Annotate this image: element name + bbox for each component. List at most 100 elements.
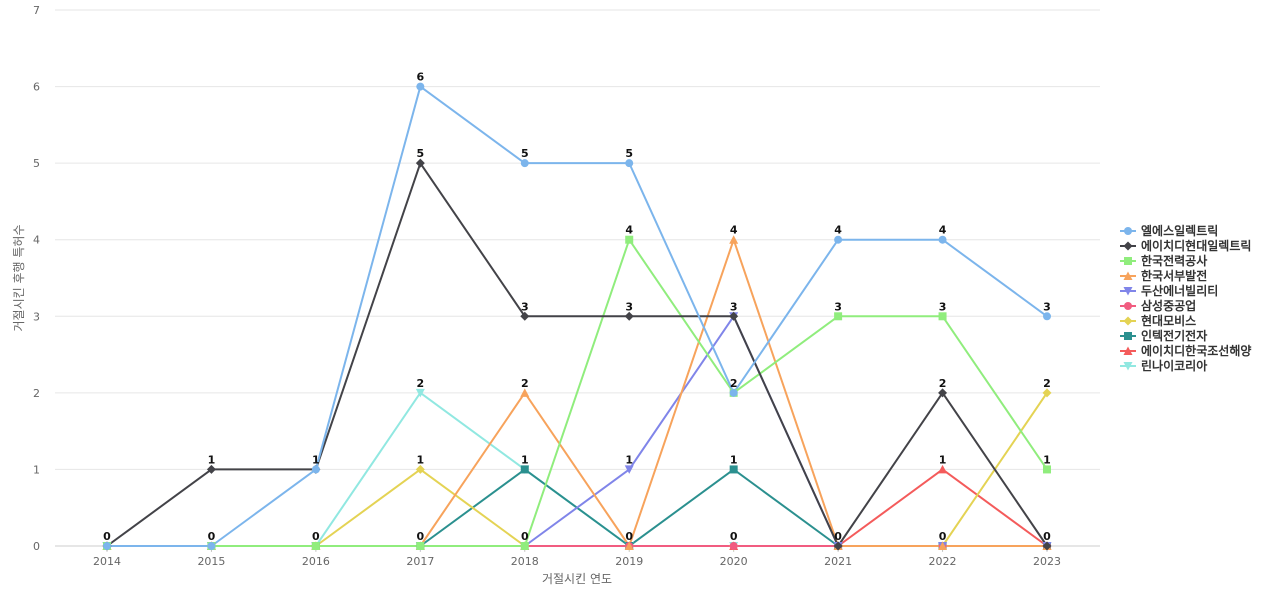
legend-marker <box>1124 302 1132 310</box>
data-label: 0 <box>730 530 738 543</box>
legend-item: 에이치디현대일렉트릭 <box>1120 238 1251 253</box>
series-marker <box>520 465 529 474</box>
data-label: 3 <box>730 300 738 313</box>
series-marker <box>206 464 216 474</box>
x-tick-label: 2017 <box>406 555 434 568</box>
series-markers <box>102 82 1052 551</box>
legend-marker <box>1123 346 1133 355</box>
series-marker <box>729 542 738 550</box>
legend-marker <box>1124 257 1132 265</box>
x-tick-label: 2020 <box>720 555 748 568</box>
data-label: 0 <box>939 530 947 543</box>
series-marker <box>520 542 529 550</box>
legend-item: 현대모비스 <box>1120 313 1196 328</box>
legend-marker <box>1124 332 1132 340</box>
y-tick-label: 4 <box>33 234 40 247</box>
legend-label: 린나이코리아 <box>1141 358 1207 373</box>
data-label: 1 <box>417 453 425 466</box>
series-marker <box>416 82 425 91</box>
series-line <box>107 315 1047 547</box>
data-label: 0 <box>208 530 216 543</box>
x-tick-label: 2023 <box>1033 555 1061 568</box>
data-label: 3 <box>834 300 842 313</box>
series-marker <box>520 311 530 321</box>
series-line <box>106 162 1048 547</box>
data-label: 4 <box>625 224 633 237</box>
y-tick-label: 7 <box>33 4 40 17</box>
y-tick-label: 0 <box>33 540 40 553</box>
legend-item: 한국전력공사 <box>1120 253 1207 268</box>
series-marker <box>729 465 738 474</box>
series-marker <box>938 235 947 244</box>
x-tick-label: 2016 <box>302 555 330 568</box>
data-label: 0 <box>103 530 111 543</box>
data-label: 3 <box>521 300 529 313</box>
data-labels: 0 1 0 1 0 6 5 2 1 0 5 3 2 1 0 5 4 3 1 0 4 3 2 1 0 4 3 0 4 3 2 1 0 3 2 1 0 <box>103 71 1051 543</box>
data-label: 2 <box>417 377 425 390</box>
legend-item: 엘에스일렉트릭 <box>1120 223 1218 238</box>
x-tick-label: 2021 <box>824 555 852 568</box>
data-label: 0 <box>625 530 633 543</box>
legend-item: 한국서부발전 <box>1120 268 1207 283</box>
series-marker <box>311 542 320 550</box>
data-label: 1 <box>312 453 320 466</box>
y-tick-label: 3 <box>33 310 40 323</box>
legend-marker <box>1123 287 1133 296</box>
series-marker <box>834 312 843 321</box>
legend-label: 한국서부발전 <box>1141 268 1207 283</box>
series-marker <box>624 311 634 321</box>
data-label: 4 <box>730 224 738 237</box>
data-label: 2 <box>939 377 947 390</box>
series-marker <box>938 388 948 398</box>
y-axis-ticks: 0 1 2 3 4 5 6 7 <box>33 4 40 553</box>
legend-item: 린나이코리아 <box>1120 358 1207 373</box>
legend-label: 에이치디한국조선해양 <box>1141 343 1251 358</box>
data-label: 1 <box>939 453 947 466</box>
series-marker <box>520 159 529 168</box>
data-label: 2 <box>730 377 738 390</box>
y-tick-label: 2 <box>33 387 40 400</box>
data-label: 1 <box>730 453 738 466</box>
series-marker <box>415 158 425 168</box>
series-marker <box>834 235 843 244</box>
series-marker <box>1043 312 1051 321</box>
data-label: 1 <box>208 453 216 466</box>
series-marker <box>1042 541 1052 551</box>
series-marker <box>833 541 843 551</box>
x-axis-title: 거절시킨 연도 <box>542 572 612 586</box>
data-label: 0 <box>417 530 425 543</box>
x-tick-label: 2022 <box>929 555 957 568</box>
series-marker <box>729 388 738 397</box>
data-label: 4 <box>939 224 947 237</box>
legend-label: 에이치디현대일렉트릭 <box>1141 238 1251 253</box>
x-tick-label: 2014 <box>93 555 121 568</box>
series-marker <box>624 465 634 474</box>
series-marker <box>624 541 634 550</box>
series-marker <box>311 465 320 474</box>
series-marker <box>938 312 947 321</box>
data-label: 0 <box>1043 530 1051 543</box>
series-marker <box>625 235 634 244</box>
series-marker <box>625 159 634 168</box>
legend-label: 한국전력공사 <box>1141 253 1207 268</box>
data-label: 3 <box>939 300 947 313</box>
x-tick-label: 2019 <box>615 555 643 568</box>
legend-marker <box>1124 227 1132 235</box>
data-label: 0 <box>521 530 529 543</box>
series-line <box>107 85 1048 547</box>
series-marker <box>415 388 425 398</box>
legend-label: 두산에너빌리티 <box>1141 283 1218 298</box>
series-marker <box>938 541 948 550</box>
series-marker <box>729 311 739 321</box>
series-marker <box>1043 465 1051 474</box>
series-marker <box>103 542 111 550</box>
legend-item: 에이치디한국조선해양 <box>1120 343 1251 358</box>
data-label: 2 <box>521 377 529 390</box>
data-label: 1 <box>625 453 633 466</box>
data-label: 4 <box>834 224 842 237</box>
series-marker <box>207 542 216 550</box>
series-marker <box>729 235 739 244</box>
legend-marker <box>1123 362 1133 371</box>
